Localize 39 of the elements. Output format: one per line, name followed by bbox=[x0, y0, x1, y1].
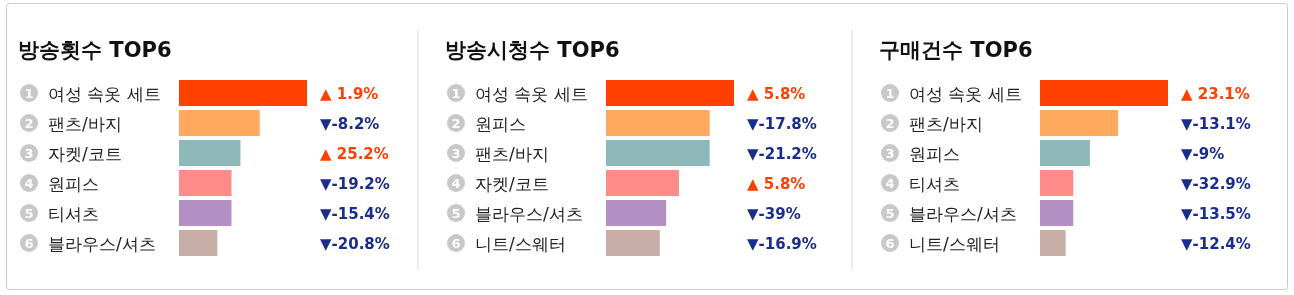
bar bbox=[606, 170, 679, 196]
bar bbox=[606, 80, 734, 106]
text: ▼-21.2% bbox=[747, 145, 817, 163]
bar bbox=[179, 80, 307, 106]
bar bbox=[179, 170, 232, 196]
chart-title: 방송시청수 TOP6 bbox=[445, 38, 620, 62]
text: ▼-9% bbox=[1181, 145, 1225, 163]
bar bbox=[606, 230, 660, 256]
text: ▼-15.4% bbox=[320, 205, 390, 223]
text: ▼-17.8% bbox=[747, 115, 817, 133]
bar bbox=[606, 140, 710, 166]
text: ▼-19.2% bbox=[320, 175, 390, 193]
text: ▼-8.2% bbox=[320, 115, 380, 133]
bar bbox=[179, 230, 218, 256]
text: ▼-20.8% bbox=[320, 235, 390, 253]
text: ▼-12.4% bbox=[1181, 235, 1251, 253]
bar bbox=[179, 110, 260, 136]
bar bbox=[606, 110, 710, 136]
bar bbox=[1040, 110, 1119, 136]
bar bbox=[1040, 170, 1074, 196]
chart-title: 구매건수 TOP6 bbox=[879, 38, 1033, 62]
text: ▼-39% bbox=[747, 205, 801, 223]
bar bbox=[179, 140, 241, 166]
text: ▼-16.9% bbox=[747, 235, 817, 253]
bar bbox=[1040, 80, 1168, 106]
chart-title: 방송횟수 TOP6 bbox=[18, 38, 172, 62]
bar bbox=[606, 200, 667, 226]
text: ▲ 23.1% bbox=[1181, 85, 1250, 103]
bar bbox=[1040, 140, 1090, 166]
bar bbox=[179, 200, 232, 226]
text: ▼-13.1% bbox=[1181, 115, 1251, 133]
text: ▲ 5.8% bbox=[747, 85, 806, 103]
bar bbox=[1040, 230, 1066, 256]
text: ▼-13.5% bbox=[1181, 205, 1251, 223]
text: ▲ 1.9% bbox=[320, 85, 379, 103]
text: ▲ 5.8% bbox=[747, 175, 806, 193]
text: ▲ 25.2% bbox=[320, 145, 389, 163]
text: ▼-32.9% bbox=[1181, 175, 1251, 193]
bar bbox=[1040, 200, 1074, 226]
